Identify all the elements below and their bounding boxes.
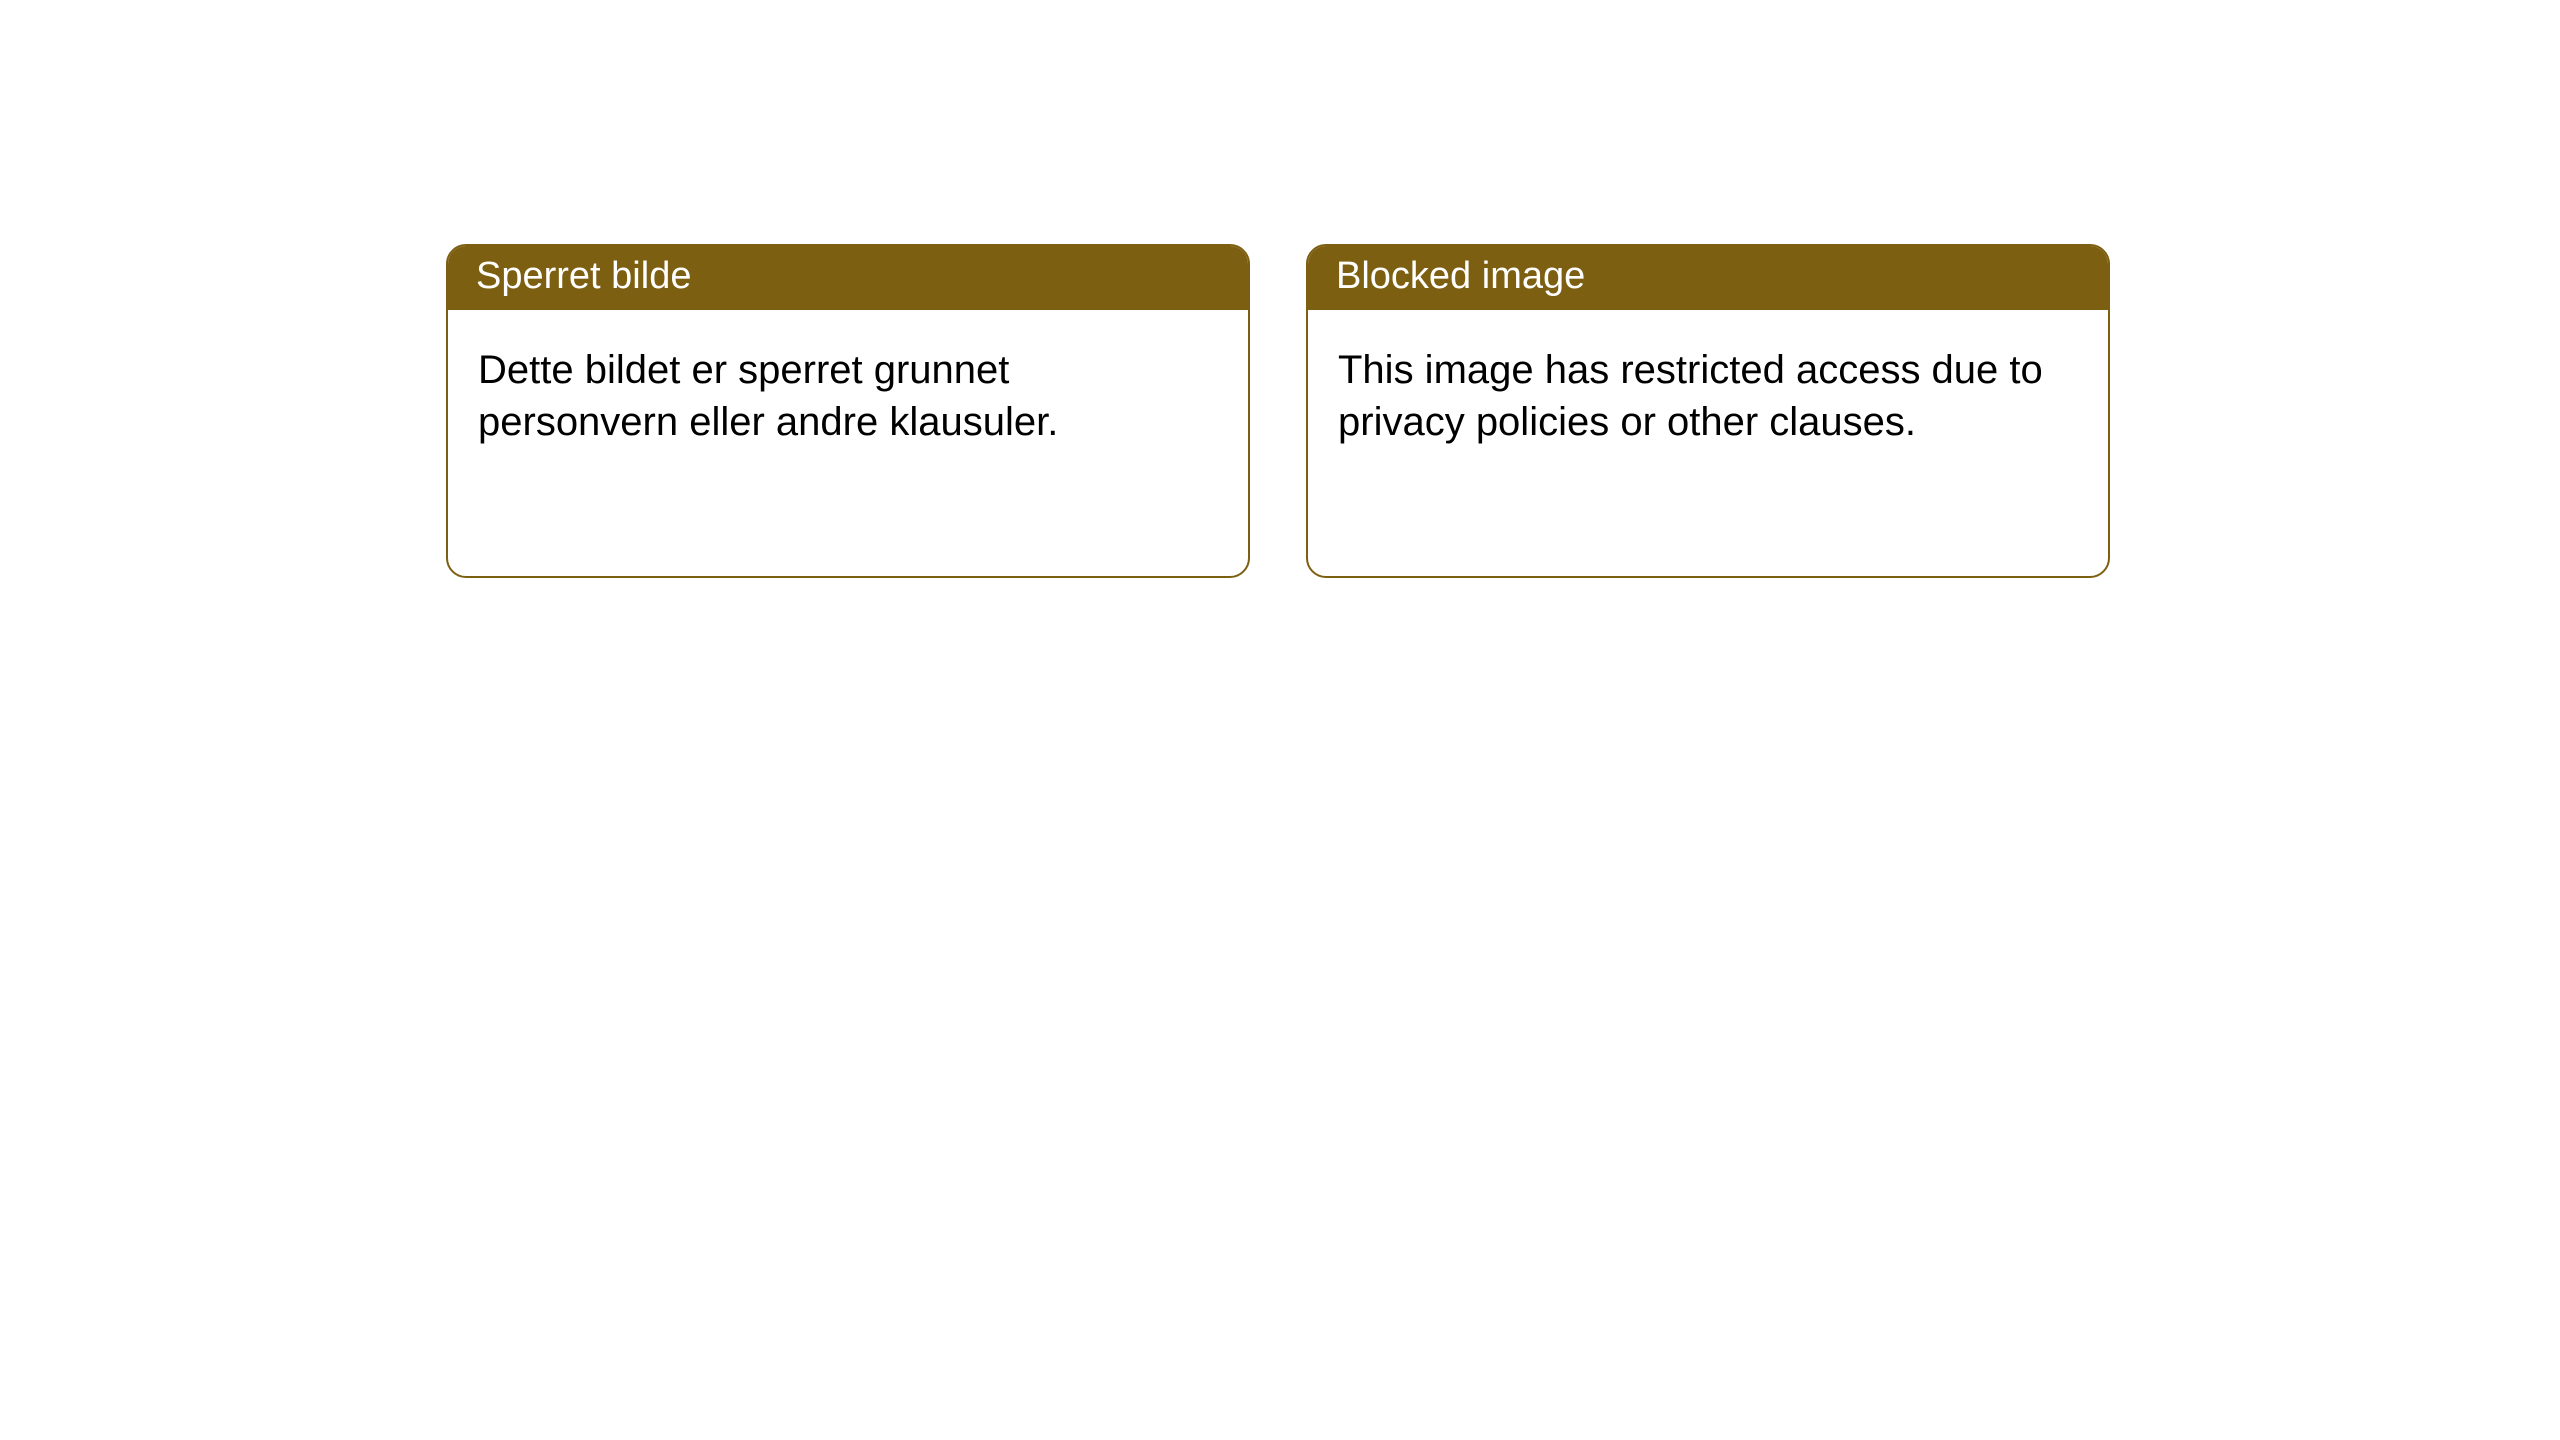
notice-card-english: Blocked image This image has restricted …: [1306, 244, 2110, 578]
notice-body-text: Dette bildet er sperret grunnet personve…: [448, 310, 1248, 478]
notice-card-norwegian: Sperret bilde Dette bildet er sperret gr…: [446, 244, 1250, 578]
notice-body-text: This image has restricted access due to …: [1308, 310, 2108, 478]
notice-title: Blocked image: [1308, 246, 2108, 310]
notice-container: Sperret bilde Dette bildet er sperret gr…: [0, 0, 2560, 578]
notice-title: Sperret bilde: [448, 246, 1248, 310]
